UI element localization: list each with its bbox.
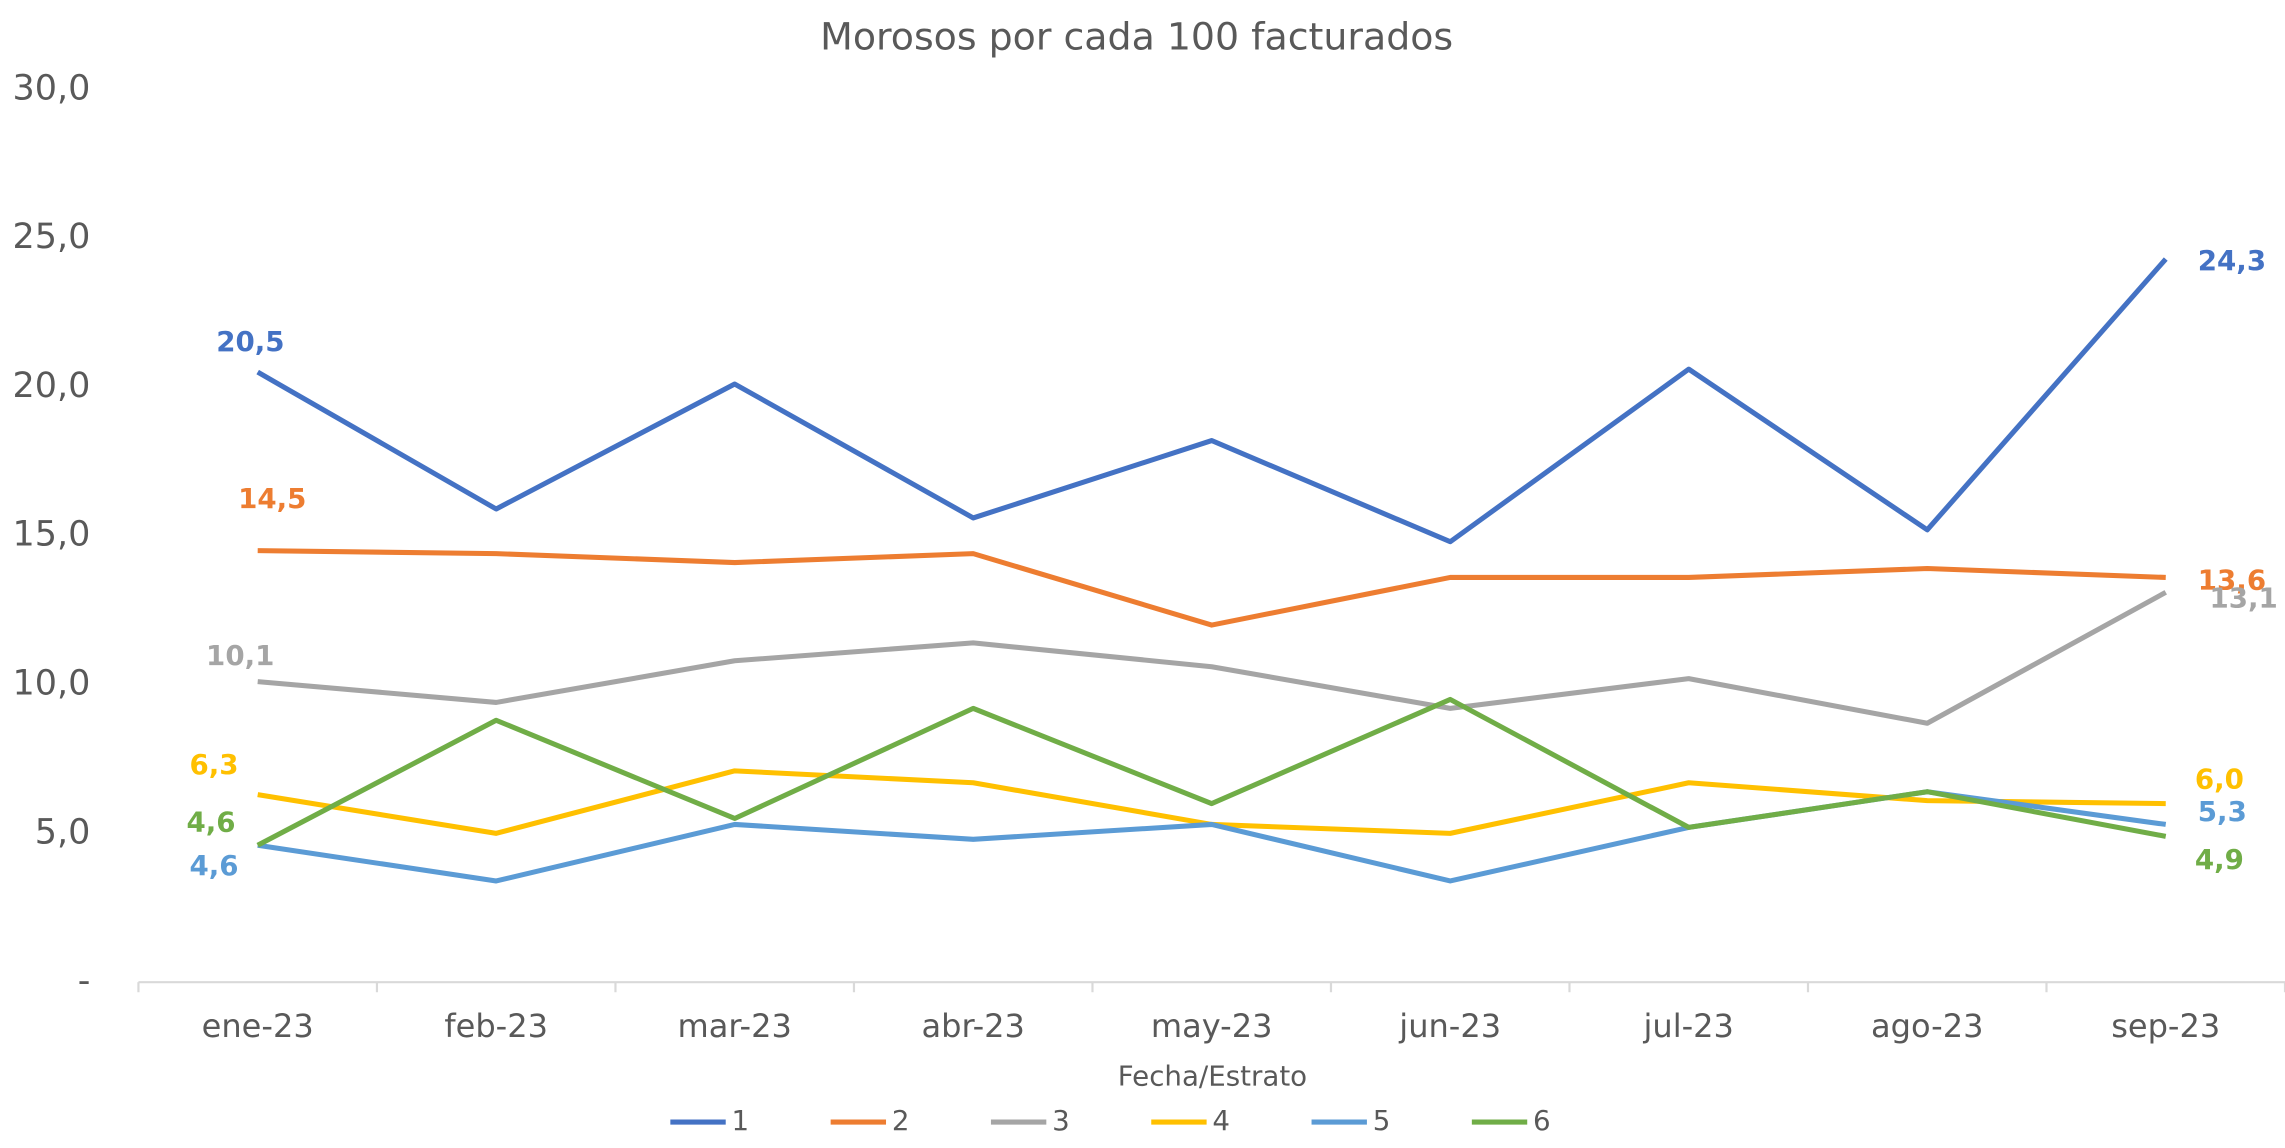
series-line [256, 696, 2167, 848]
legend-label: 5 [1373, 1105, 1391, 1137]
legend-label: 2 [892, 1105, 910, 1137]
data-label: 24,3 [2198, 245, 2266, 277]
x-tick-label: jul-23 [1643, 1007, 1734, 1045]
y-tick-label: 15,0 [12, 515, 90, 555]
y-tick-label: 5,0 [35, 812, 91, 852]
chart-title: Morosos por cada 100 facturados [820, 15, 1453, 59]
data-label: 6,0 [2195, 764, 2244, 796]
data-label: 5,3 [2198, 796, 2247, 828]
data-label: 13,6 [2198, 565, 2266, 597]
legend-label: 6 [1533, 1105, 1551, 1137]
x-tick-label: abr-23 [921, 1007, 1024, 1045]
y-tick-label: - [78, 961, 91, 1001]
x-tick-label: sep-23 [2111, 1007, 2220, 1045]
y-tick-label: 20,0 [12, 366, 90, 406]
y-tick-label: 30,0 [12, 69, 90, 109]
y-tick-label: 25,0 [12, 217, 90, 257]
series-line [257, 548, 2166, 628]
data-label: 10,1 [206, 640, 274, 672]
data-label: 4,6 [187, 807, 236, 839]
x-tick-label: mar-23 [678, 1007, 792, 1045]
x-tick-label: jun-23 [1398, 1007, 1501, 1045]
data-label: 13,1 [2209, 583, 2277, 615]
legend-label: 3 [1052, 1105, 1070, 1137]
data-label: 4,9 [2195, 844, 2244, 876]
x-axis-label: Fecha/Estrato [1118, 1060, 1307, 1092]
data-label: 4,6 [189, 850, 238, 882]
x-tick-label: feb-23 [444, 1007, 548, 1045]
data-label: 20,5 [216, 326, 284, 358]
legend-label: 1 [732, 1105, 750, 1137]
data-label: 14,5 [238, 483, 306, 515]
x-tick-label: ene-23 [202, 1007, 314, 1045]
x-tick-label: may-23 [1151, 1007, 1273, 1045]
x-tick-label: ago-23 [1871, 1007, 1984, 1045]
series-line [257, 590, 2167, 726]
series-line [256, 257, 2168, 545]
y-tick-label: 10,0 [12, 664, 90, 704]
legend-label: 4 [1212, 1105, 1230, 1137]
data-label: 6,3 [189, 749, 238, 781]
